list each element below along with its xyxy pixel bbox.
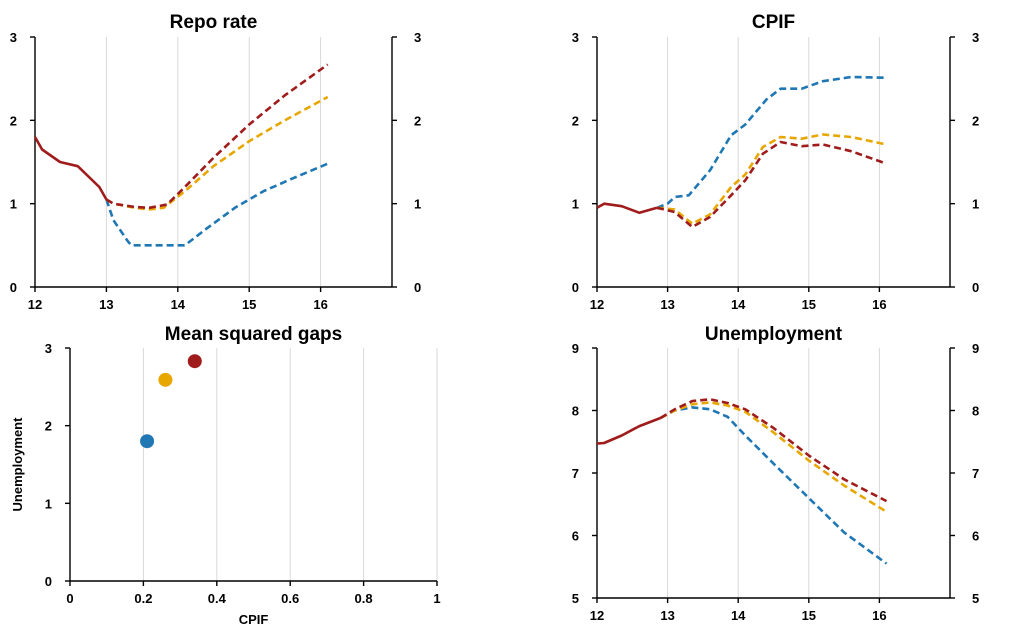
repo-right-tick-label: 0 [414,280,421,295]
repo-y-tick-label: 3 [10,30,17,45]
repo-x-tick-label: 15 [242,297,256,312]
msg-title: Mean squared gaps [165,324,342,345]
repo-x-tick-label: 13 [99,297,113,312]
repo-series-yellow-forecast [105,95,329,211]
unemp-y-tick-label: 9 [572,341,579,356]
cpif-series-blue-forecast [656,75,887,210]
unemp-y-tick-label: 7 [572,466,579,481]
repo-series-red-outcome [33,136,108,201]
unemp-series-blue-forecast [659,406,888,565]
unemp-y-tick-label: 6 [572,529,579,544]
cpif-right-tick-label: 1 [972,197,979,212]
cpif-x-tick-label: 15 [802,297,816,312]
cpif-y-tick-label: 0 [572,280,579,295]
msg-y-tick-label: 2 [45,419,52,434]
unemp-right-tick-label: 7 [972,466,979,481]
msg-point-yellow [158,372,173,387]
unemp-x-tick-label: 15 [802,608,816,623]
cpif-y-tick-label: 2 [572,113,579,128]
msg-x-tick-label: 0.2 [134,591,152,606]
unemp-series-red-forecast [659,398,888,503]
unemp-y-tick-label: 8 [572,404,579,419]
msg-x-tick-label: 0 [66,591,73,606]
msg-x-tick-label: 1 [433,591,440,606]
repo-right-tick-label: 2 [414,113,421,128]
repo-x-tick-label: 14 [171,297,186,312]
cpif-x-tick-label: 14 [731,297,746,312]
msg-y-tick-label: 0 [45,574,52,589]
cpif-series-red-forecast [656,140,887,229]
cpif-title: CPIF [752,12,795,33]
repo-series-blue-forecast [105,162,329,247]
msg-point-blue [140,434,155,449]
unemp-x-tick-label: 14 [731,608,746,623]
repo-right-tick-label: 1 [414,197,421,212]
msg-x-tick-label: 0.6 [281,591,299,606]
unemp-right-tick-label: 9 [972,341,979,356]
msg-y-axis-label: Unemployment [10,417,25,512]
cpif-series-red-outcome [596,202,658,215]
unemp-x-tick-label: 13 [660,608,674,623]
msg-point-red [187,354,202,369]
cpif-right-tick-label: 0 [972,280,979,295]
unemp-right-tick-label: 6 [972,529,979,544]
cpif-x-tick-label: 16 [872,297,886,312]
msg-x-axis-label: CPIF [239,612,269,627]
unemp-title: Unemployment [705,324,843,345]
unemp-x-tick-label: 12 [590,608,604,623]
cpif-x-tick-label: 12 [590,297,604,312]
unemp-right-tick-label: 8 [972,404,979,419]
msg-x-tick-label: 0.4 [208,591,227,606]
cpif-y-tick-label: 1 [572,197,579,212]
unemp-series-red-outcome [596,416,661,445]
msg-x-tick-label: 0.8 [355,591,373,606]
unemp-y-tick-label: 5 [572,591,579,606]
repo-y-tick-label: 2 [10,113,17,128]
repo-y-tick-label: 0 [10,280,17,295]
cpif-x-tick-label: 13 [660,297,674,312]
cpif-right-tick-label: 2 [972,113,979,128]
msg-y-tick-label: 3 [45,341,52,356]
msg-y-tick-label: 1 [45,496,52,511]
unemp-series-yellow-forecast [659,401,888,513]
repo-right-tick-label: 3 [414,30,421,45]
repo-x-tick-label: 12 [28,297,42,312]
cpif-y-tick-label: 3 [572,30,579,45]
repo-series-red-forecast [105,63,329,210]
cpif-series-yellow-forecast [656,133,887,225]
repo-x-tick-label: 16 [313,297,327,312]
repo-title: Repo rate [170,12,258,33]
repo-y-tick-label: 1 [10,197,17,212]
cpif-right-tick-label: 3 [972,30,979,45]
unemp-right-tick-label: 5 [972,591,979,606]
unemp-x-tick-label: 16 [872,608,886,623]
